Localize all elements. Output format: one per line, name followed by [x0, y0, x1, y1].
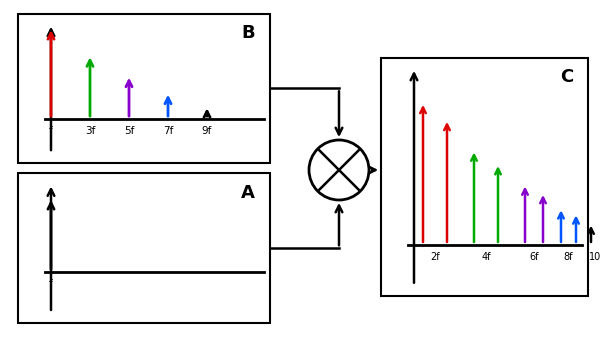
- Text: 6f: 6f: [529, 252, 539, 262]
- FancyBboxPatch shape: [381, 58, 588, 296]
- Text: A: A: [241, 184, 255, 202]
- Text: 10f: 10f: [589, 252, 600, 262]
- Text: 7f: 7f: [163, 126, 173, 136]
- Text: 3f: 3f: [85, 126, 95, 136]
- FancyBboxPatch shape: [18, 173, 270, 323]
- Text: C: C: [560, 68, 573, 86]
- Text: f: f: [49, 279, 53, 289]
- Text: B: B: [241, 24, 255, 42]
- Text: 4f: 4f: [481, 252, 491, 262]
- Text: 9f: 9f: [202, 126, 212, 136]
- Text: f: f: [49, 126, 53, 136]
- FancyBboxPatch shape: [18, 14, 270, 163]
- Text: 8f: 8f: [563, 252, 573, 262]
- Text: 2f: 2f: [430, 252, 440, 262]
- Text: 5f: 5f: [124, 126, 134, 136]
